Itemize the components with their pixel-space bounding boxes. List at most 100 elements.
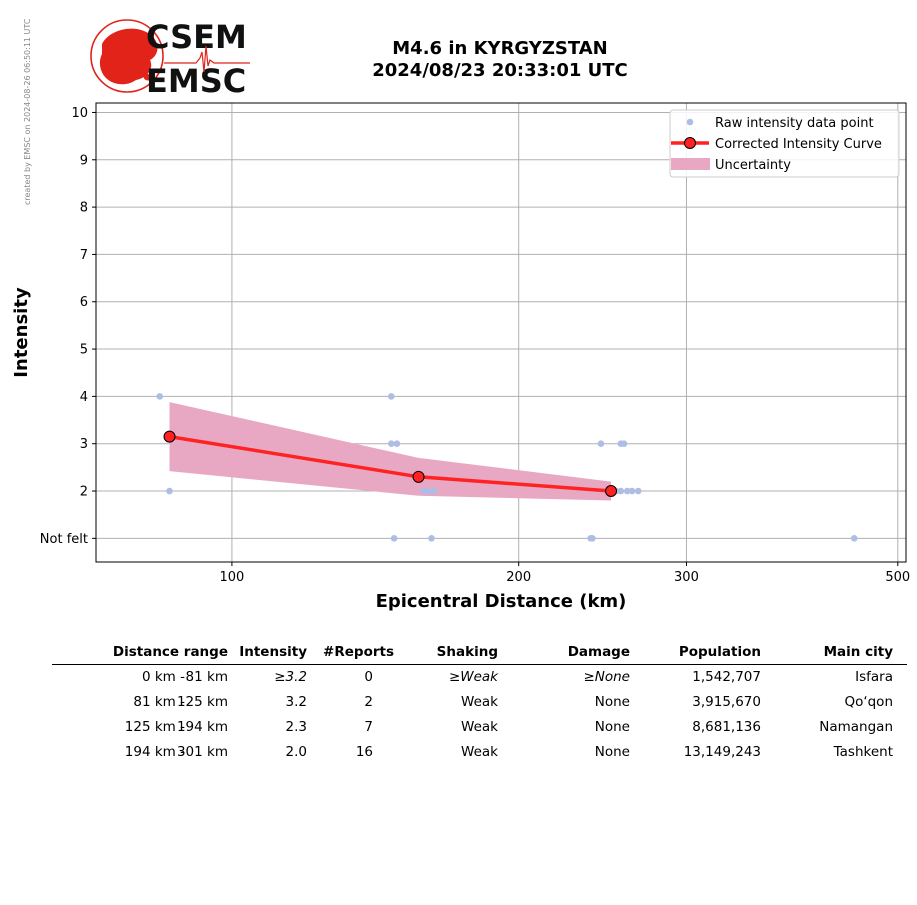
cell-shaking: Weak: [461, 744, 498, 760]
cell-distance-from: 81 km -: [133, 694, 185, 710]
legend-box: [669, 109, 900, 178]
table-header: Distance range Intensity #Reports Shakin…: [52, 640, 907, 665]
cell-damage: None: [594, 719, 630, 735]
cell-distance-to: 125 km: [176, 694, 228, 710]
cell-damage: ≥None: [583, 669, 630, 685]
curve-marker: [605, 485, 618, 498]
legend-uncertainty-swatch: [671, 158, 710, 170]
cell-population: 13,149,243: [683, 744, 761, 760]
legend-curve-marker: [684, 137, 696, 149]
cell-distance-from: 125 km -: [124, 719, 185, 735]
raw-data-point: [623, 487, 631, 495]
y-tick-label: 8: [80, 201, 88, 216]
raw-data-point: [428, 535, 435, 542]
legend: Raw intensity data point Corrected Intens…: [669, 109, 900, 178]
x-tick-label: 500: [885, 570, 910, 585]
legend-curve-label: Corrected Intensity Curve: [715, 137, 882, 152]
legend-raw-label: Raw intensity data point: [715, 116, 874, 131]
raw-data-point: [388, 440, 395, 448]
raw-data-point: [589, 535, 596, 542]
cell-reports: 7: [364, 719, 373, 735]
axis-ticks: Not felt 2 3 4 5 6 7 8 9 10 100 200 300 500: [40, 106, 910, 585]
cell-shaking: Weak: [461, 719, 498, 735]
intensity-distance-chart: Not felt 2 3 4 5 6 7 8 9 10 100 200 300 500 Epicentra…: [11, 102, 910, 612]
raw-data-points: [156, 393, 858, 542]
y-tick-label: 9: [80, 153, 88, 168]
raw-data-point: [850, 535, 858, 542]
raw-data-point: [597, 440, 605, 448]
header-damage: Damage: [567, 644, 630, 660]
raw-data-point: [390, 535, 398, 542]
uncertainty-band: [169, 402, 611, 501]
raw-data-point: [617, 487, 625, 495]
cell-distance-to: 301 km: [176, 744, 228, 760]
raw-data-point: [388, 393, 395, 400]
cell-intensity: ≥3.2: [274, 669, 307, 685]
cell-city: Tashkent: [833, 744, 893, 760]
y-tick-label: Not felt: [40, 532, 88, 547]
y-tick-label: 4: [80, 390, 88, 405]
x-tick-label: 300: [674, 570, 699, 585]
cell-distance-to: 194 km: [176, 719, 228, 735]
title-datetime: 2024/08/23 20:33:01 UTC: [372, 60, 628, 81]
y-axis-label: Intensity: [11, 287, 32, 378]
cell-population: 8,681,136: [692, 719, 761, 735]
corrected-intensity-curve: [163, 430, 618, 498]
raw-data-point: [620, 440, 628, 448]
legend-raw-symbol: [686, 118, 694, 126]
raw-data-point: [628, 487, 636, 495]
credit-text: created by EMSC on 2024-08-26 06:50:11 U…: [23, 18, 32, 205]
cell-population: 3,915,670: [692, 694, 761, 710]
y-tick-label: 2: [80, 485, 88, 500]
cell-population: 1,542,707: [692, 669, 761, 685]
y-tick-label: 3: [80, 437, 88, 452]
x-tick-label: 100: [220, 570, 245, 585]
header-shaking: Shaking: [436, 644, 498, 660]
y-tick-label: 6: [80, 295, 88, 310]
raw-data-point: [156, 393, 164, 400]
legend-uncertainty-label: Uncertainty: [715, 158, 791, 173]
title-event: M4.6 in KYRGYZSTAN: [392, 38, 608, 59]
cell-distance-from: 0 km -: [141, 669, 185, 685]
cell-damage: None: [594, 694, 630, 710]
raw-data-point: [166, 487, 173, 495]
table-row: 81 km -125 km 3.2 2 Weak None 3,915,670 Qo‘qon: [52, 690, 907, 715]
header-distance-range: Distance range: [112, 644, 228, 660]
csem-emsc-logo: CSEM EMSC: [90, 18, 250, 98]
x-axis-label: Epicentral Distance (km): [376, 591, 627, 612]
cell-city: Namangan: [819, 719, 893, 735]
y-tick-label: 5: [80, 343, 88, 358]
table-body: 0 km -81 km ≥3.2 0 ≥Weak ≥None 1,542,707 Isfar…: [52, 665, 907, 765]
raw-data-point: [393, 440, 401, 448]
cell-shaking: Weak: [461, 694, 498, 710]
y-tick-label: 7: [80, 248, 88, 263]
x-tick-label: 200: [506, 570, 531, 585]
table-row: 0 km -81 km ≥3.2 0 ≥Weak ≥None 1,542,707 Isfar…: [52, 665, 907, 690]
raw-data-point: [634, 487, 642, 495]
cell-city: Isfara: [855, 669, 893, 685]
uncertainty-area: [169, 402, 611, 501]
intensity-table: Distance range Intensity #Reports Shakin…: [52, 640, 907, 765]
credit-label: created by EMSC on 2024-08-26 06:50:11 U…: [23, 18, 32, 205]
table-row: 194 km -301 km 2.0 16 Weak None 13,149,243 Tas…: [52, 740, 907, 765]
cell-distance-from: 194 km -: [124, 744, 185, 760]
curve-marker: [412, 470, 425, 483]
cell-city: Qo‘qon: [844, 694, 893, 710]
curve-marker: [163, 430, 176, 443]
cell-intensity: 2.0: [285, 744, 307, 760]
svg-text:EMSC: EMSC: [146, 62, 246, 98]
cell-distance-to: 81 km: [185, 669, 228, 685]
raw-data-point: [420, 487, 428, 495]
header-population: Population: [678, 644, 761, 660]
cell-damage: None: [594, 744, 630, 760]
raw-data-point: [430, 487, 438, 495]
cell-reports: 16: [355, 744, 373, 760]
cell-shaking: ≥Weak: [448, 669, 498, 685]
cell-intensity: 3.2: [285, 694, 307, 710]
plot-frame: [95, 102, 907, 563]
raw-data-point: [425, 487, 433, 495]
y-tick-label: 10: [71, 106, 88, 121]
header-reports: #Reports: [323, 644, 394, 660]
cell-reports: 2: [364, 694, 373, 710]
chart-title: M4.6 in KYRGYZSTAN 2024/08/23 20:33:01 U…: [300, 38, 700, 82]
